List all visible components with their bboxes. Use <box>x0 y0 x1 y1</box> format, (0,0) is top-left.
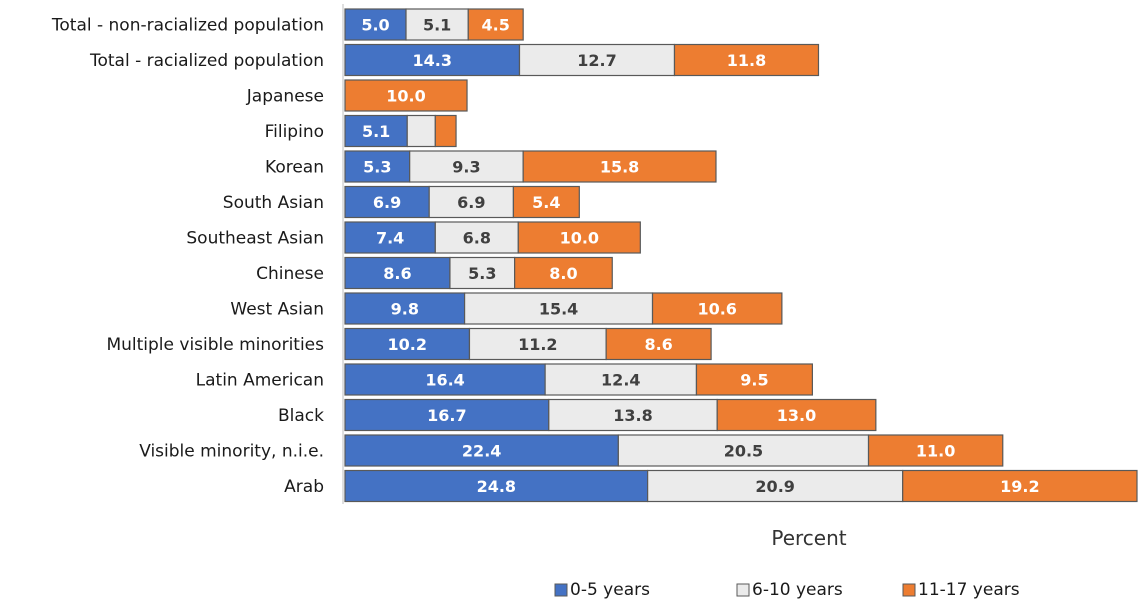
data-label: 20.9 <box>755 477 794 496</box>
data-label: 9.3 <box>452 158 480 177</box>
data-label: 8.6 <box>383 264 411 283</box>
category-label: Korean <box>265 158 324 178</box>
data-label: 11.2 <box>518 335 557 354</box>
data-label: 16.7 <box>427 406 466 425</box>
bars <box>344 8 1138 503</box>
category-label: Total - non-racialized population <box>51 16 324 36</box>
data-label: 6.9 <box>373 193 401 212</box>
data-label: 24.8 <box>477 477 516 496</box>
data-label: 5.0 <box>361 16 389 35</box>
data-label: 7.4 <box>376 229 404 248</box>
bar-segment <box>467 8 524 41</box>
data-label: 6.8 <box>463 229 491 248</box>
category-label: Southeast Asian <box>186 229 324 249</box>
data-label: 11.8 <box>727 51 766 70</box>
bar-segment <box>548 398 718 432</box>
legend-swatch <box>554 583 568 597</box>
data-label: 10.0 <box>386 87 425 106</box>
bar-segment <box>344 398 550 432</box>
data-label: 15.8 <box>600 158 639 177</box>
data-label: 8.6 <box>644 335 672 354</box>
data-label: 13.8 <box>613 406 652 425</box>
category-label: Black <box>278 406 324 426</box>
legend-label: 0-5 years <box>570 580 650 600</box>
bar-segment <box>434 221 519 254</box>
category-label: Latin American <box>196 371 324 391</box>
data-label: 16.4 <box>425 371 464 390</box>
bar-segment <box>344 469 649 503</box>
legend-label: 6-10 years <box>752 580 843 600</box>
category-label: Visible minority, n.i.e. <box>139 442 324 462</box>
data-label: 11.0 <box>916 442 955 461</box>
category-label: Arab <box>284 477 324 497</box>
category-label: West Asian <box>230 300 324 320</box>
category-labels: Total - non-racialized population Total -… <box>51 16 324 498</box>
bar-segment <box>867 434 1004 467</box>
bar-segment <box>409 150 524 183</box>
data-label: 14.3 <box>413 51 452 70</box>
bar-segment <box>647 469 904 503</box>
data-label: 20.5 <box>724 442 763 461</box>
bar-segment <box>617 434 870 467</box>
bar-segment <box>902 469 1138 503</box>
data-label: 4.5 <box>482 16 510 35</box>
x-axis-title: Percent <box>771 526 846 550</box>
data-label: 8.0 <box>549 264 577 283</box>
data-label: 15.4 <box>539 300 578 319</box>
bar-segment <box>514 256 613 290</box>
legend-swatch <box>902 583 916 597</box>
bar-segment <box>544 363 698 396</box>
bar-segment <box>406 114 436 148</box>
legend-label: 11-17 years <box>918 580 1020 600</box>
data-label: 19.2 <box>1000 477 1039 496</box>
data-label: 9.5 <box>740 371 768 390</box>
value-labels: 5.0 5.1 4.5 14.3 12.7 11.8 10.0 5.1 5.3 9.3 15.8 6.… <box>361 16 1039 497</box>
data-label: 6.9 <box>457 193 485 212</box>
bar-segment <box>405 8 469 41</box>
legend-swatch <box>736 583 750 597</box>
bar-segment <box>517 221 641 254</box>
data-label: 12.7 <box>577 51 616 70</box>
bar-segment <box>428 185 515 219</box>
category-label: Chinese <box>256 264 324 284</box>
category-label: Japanese <box>246 87 324 107</box>
category-label: South Asian <box>223 193 324 213</box>
data-label: 22.4 <box>462 442 501 461</box>
bar-segment <box>434 114 457 148</box>
bar-segment <box>344 256 451 290</box>
data-label: 10.2 <box>387 335 426 354</box>
bar-segment <box>651 292 783 325</box>
data-label: 9.8 <box>391 300 419 319</box>
legend: 0-5 years 6-10 years 11-17 years <box>554 580 1020 600</box>
data-label: 5.3 <box>468 264 496 283</box>
bar-segment <box>344 363 546 396</box>
bar-segment <box>344 150 411 183</box>
bar-segment <box>512 185 580 219</box>
bar-segment <box>344 292 466 325</box>
bar-segment <box>449 256 516 290</box>
category-label: Multiple visible minorities <box>106 335 324 355</box>
bar-segment <box>522 150 717 183</box>
bar-segment <box>695 363 813 396</box>
category-label: Filipino <box>265 122 324 142</box>
bar-segment <box>344 79 468 112</box>
bar-segment <box>605 327 712 361</box>
data-label: 5.1 <box>423 16 451 35</box>
bar-segment <box>673 43 820 77</box>
data-label: 5.4 <box>532 193 560 212</box>
data-label: 5.3 <box>363 158 391 177</box>
data-label: 13.0 <box>777 406 816 425</box>
data-label: 10.0 <box>560 229 599 248</box>
bar-segment <box>344 221 436 254</box>
bar-segment <box>716 398 877 432</box>
category-label: Total - racialized population <box>89 51 324 71</box>
bar-segment <box>344 327 471 361</box>
data-label: 12.4 <box>601 371 640 390</box>
data-label: 10.6 <box>697 300 736 319</box>
bar-segment <box>344 434 619 467</box>
data-label: 5.1 <box>362 122 390 141</box>
